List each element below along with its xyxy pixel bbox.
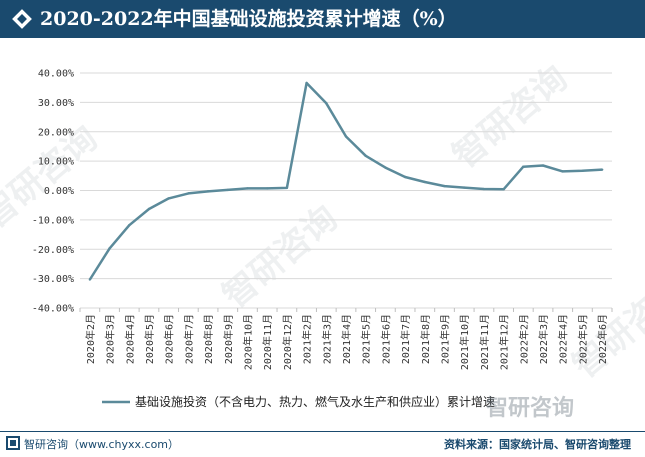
y-tick-label: 10.00% — [38, 157, 74, 168]
x-tick-label: 2020年8月 — [202, 314, 215, 364]
data-point — [344, 135, 348, 138]
y-tick-label: 40.00% — [38, 69, 74, 80]
page-title: 2020-2022年中国基础设施投资累计增速（%） — [40, 8, 457, 30]
diamond-icon — [12, 9, 32, 29]
x-tick-label: 2020年10月 — [241, 314, 254, 370]
data-point — [187, 192, 190, 195]
x-tick-label: 2022年6月 — [596, 314, 609, 364]
data-point — [384, 166, 387, 169]
x-tick-label: 2020年4月 — [123, 314, 136, 364]
data-point — [423, 180, 427, 184]
footer-source-site: 智研咨询（www.chyxx.com） — [6, 436, 179, 454]
x-tick-label: 2020年2月 — [84, 314, 97, 364]
corner-brand-watermark: 智研咨询 — [486, 396, 575, 421]
x-tick-label: 2021年11月 — [478, 314, 491, 370]
x-tick-label: 2021年6月 — [379, 314, 392, 364]
data-point — [581, 169, 584, 173]
x-tick-label: 2020年12月 — [281, 314, 294, 370]
y-tick-label: -10.00% — [32, 215, 74, 226]
data-point — [463, 186, 466, 189]
x-tick-label: 2022年5月 — [576, 314, 589, 364]
x-tick-label: 2021年9月 — [439, 314, 452, 364]
data-point — [403, 175, 407, 179]
data-point — [226, 188, 229, 192]
x-tick-label: 2020年11月 — [261, 314, 274, 370]
series-line — [88, 81, 603, 281]
line-chart: 40.00% 30.00% 20.00% 10.00% 0.00% -10.00% -20.… — [32, 69, 613, 409]
x-tick-label: 2020年7月 — [182, 314, 195, 364]
data-point — [502, 188, 505, 191]
x-tick-label: 2021年8月 — [419, 314, 432, 364]
y-tick-label: -30.00% — [32, 274, 74, 285]
data-point — [561, 170, 564, 173]
x-tick-label: 2020年5月 — [143, 314, 156, 364]
data-point — [325, 102, 328, 105]
x-tick-label: 2021年3月 — [320, 314, 333, 364]
data-point — [482, 187, 486, 191]
x-tick-label: 2022年2月 — [517, 314, 530, 364]
data-point — [108, 247, 111, 250]
x-tick-label: 2021年10月 — [458, 314, 471, 370]
footer-divider — [0, 431, 645, 432]
y-tick-label: 0.00% — [44, 186, 74, 197]
data-point — [305, 81, 308, 85]
data-point — [167, 197, 170, 200]
data-point — [600, 168, 604, 171]
data-point — [128, 223, 131, 227]
data-point — [88, 278, 92, 281]
x-tick-label: 2021年4月 — [340, 314, 353, 364]
x-tick-label: 2022年3月 — [537, 314, 550, 364]
y-tick-label: 30.00% — [38, 98, 74, 109]
x-tick-label: 2021年2月 — [301, 314, 314, 364]
data-point — [206, 190, 210, 193]
x-tick-label: 2020年6月 — [163, 314, 176, 364]
data-point — [265, 187, 269, 190]
y-tick-label: -40.00% — [32, 304, 74, 315]
data-point — [443, 184, 446, 188]
footer-left-text: 智研咨询（www.chyxx.com） — [24, 438, 180, 451]
title-bar: 2020-2022年中国基础设施投资累计增速（%） — [0, 0, 645, 38]
brand-logo-icon — [6, 436, 20, 450]
x-tick-label: 2021年5月 — [360, 314, 373, 364]
x-tick-label: 2021年12月 — [498, 314, 511, 370]
data-point — [541, 164, 545, 167]
x-tick-label: 2022年4月 — [557, 314, 570, 364]
x-tick-label: 2020年3月 — [104, 314, 117, 364]
y-tick-label: -20.00% — [32, 245, 74, 256]
y-tick-label: 20.00% — [38, 127, 74, 138]
data-point — [364, 154, 367, 158]
legend-label: 基础设施投资（不含电力、热力、燃气及水生产和供应业）累计增速 — [135, 394, 495, 409]
footer-data-source: 资料来源：国家统计局、智研咨询整理 — [444, 438, 631, 451]
data-point — [147, 207, 151, 211]
data-point — [522, 165, 525, 168]
data-point — [246, 187, 249, 190]
data-point — [285, 186, 289, 190]
x-tick-label: 2021年7月 — [399, 314, 412, 364]
x-tick-label: 2020年9月 — [222, 314, 235, 364]
